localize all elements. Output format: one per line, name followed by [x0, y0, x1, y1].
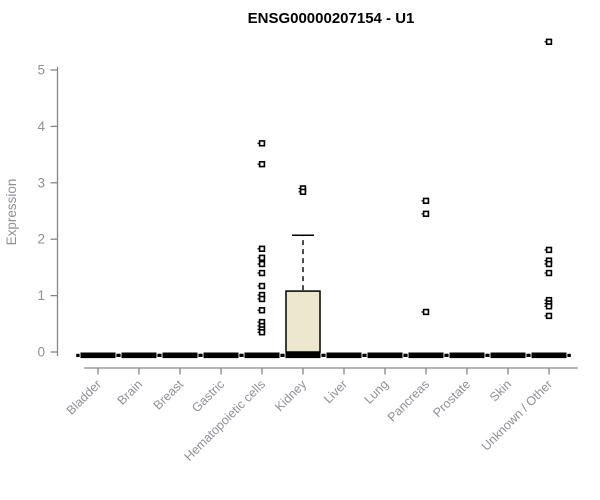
y-tick-label: 1 [37, 288, 45, 303]
x-category-label: Gastric [189, 377, 227, 415]
median-bar [285, 352, 321, 359]
box-group [158, 352, 202, 359]
zero-point-left [76, 353, 80, 357]
outlier-point [258, 269, 266, 277]
box-group [527, 38, 571, 359]
outlier-point [422, 308, 430, 316]
zero-point-left [527, 353, 531, 357]
box-group [363, 352, 407, 359]
zero-point-left [486, 353, 490, 357]
box-group [199, 352, 243, 359]
zero-point-left [445, 353, 449, 357]
y-tick-label: 2 [37, 232, 45, 247]
zero-point-left [281, 353, 285, 357]
outlier-point [545, 303, 553, 310]
x-category-label: Prostate [430, 377, 473, 420]
x-category-label: Skin [487, 377, 514, 404]
outlier-point [258, 140, 266, 147]
outlier-point [422, 210, 430, 218]
median-bar [80, 352, 116, 359]
x-category-label: Bladder [64, 377, 104, 417]
y-tick-label: 3 [37, 175, 45, 190]
median-bar [121, 352, 157, 359]
y-tick-label: 4 [37, 119, 45, 134]
x-category-label: Breast [151, 377, 187, 413]
zero-point-left [158, 353, 162, 357]
plot-area [76, 38, 571, 359]
median-bar [203, 352, 239, 359]
x-category-label: Lung [362, 377, 392, 407]
x-category-label: Kidney [272, 377, 309, 414]
outlier-point [258, 282, 266, 290]
outlier-point [545, 269, 553, 277]
x-category-label: Liver [321, 377, 350, 406]
x-category-label: Unknown / Other [479, 377, 555, 453]
zero-point-left [199, 353, 203, 357]
box-group [76, 352, 120, 359]
outlier-point [545, 38, 553, 46]
outlier-point [258, 245, 266, 252]
outlier-point [258, 260, 266, 268]
zero-point-left [117, 353, 121, 357]
box-group [445, 352, 489, 359]
zero-point-left [363, 353, 367, 357]
box-group [240, 140, 284, 359]
y-tick-label: 0 [37, 345, 45, 360]
x-category-label: Pancreas [385, 377, 432, 424]
chart-title: ENSG00000207154 - U1 [248, 10, 415, 27]
box-group [117, 352, 161, 359]
median-bar [449, 352, 485, 359]
box-group [486, 352, 530, 359]
x-category-label: Brain [115, 377, 146, 408]
y-axis: 0 1 2 3 4 5 [37, 63, 59, 360]
y-tick-label: 5 [37, 63, 45, 78]
zero-point-left [240, 353, 244, 357]
box-group [322, 352, 366, 359]
x-category-label: Hematopoietic cells [182, 377, 269, 464]
outlier-point [258, 254, 266, 262]
outlier-point [258, 307, 266, 314]
box-group [281, 185, 325, 359]
median-bar [244, 352, 280, 359]
outlier-point [545, 312, 553, 320]
y-axis-label: Expression [4, 179, 19, 246]
outlier-point [258, 295, 266, 303]
median-bar [408, 352, 444, 359]
outlier-point [422, 197, 430, 205]
outlier-point [258, 329, 266, 336]
box-group [404, 197, 448, 359]
zero-point-right [567, 353, 571, 357]
box-rect [285, 290, 321, 353]
outlier-point [258, 160, 266, 168]
median-bar [162, 352, 198, 359]
zero-point-left [322, 353, 326, 357]
median-bar [531, 352, 567, 359]
zero-point-left [404, 353, 408, 357]
outlier-point [299, 188, 307, 196]
median-bar [326, 352, 362, 359]
outlier-point [545, 246, 553, 254]
median-bar [367, 352, 403, 359]
outlier-point [545, 260, 553, 268]
median-bar [490, 352, 526, 359]
